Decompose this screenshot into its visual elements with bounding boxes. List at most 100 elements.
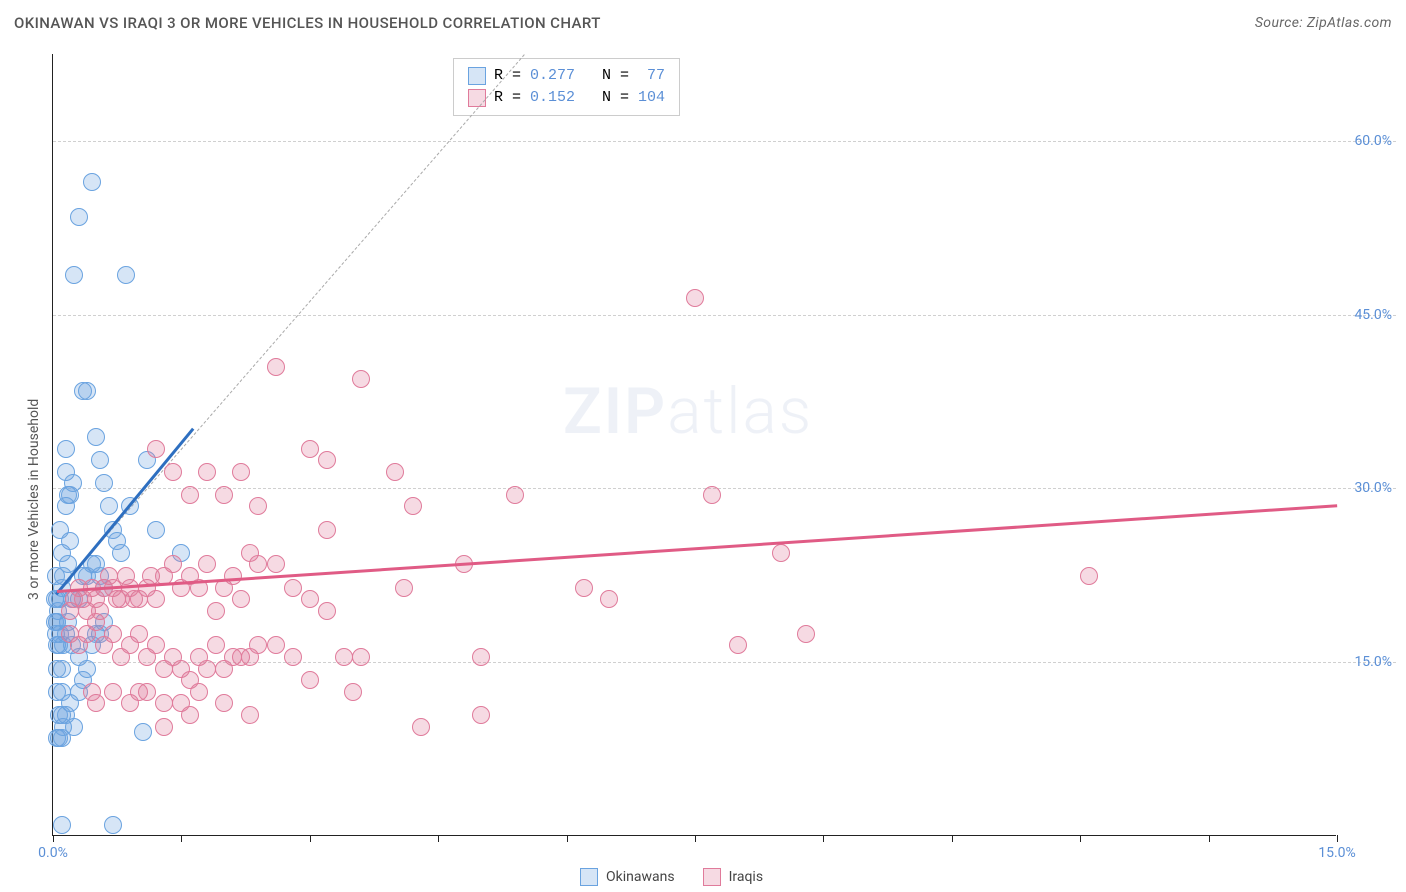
iraqi-point [164, 463, 182, 481]
x-tick [310, 835, 311, 842]
iraqi-point [267, 555, 285, 573]
iraqi-point [224, 567, 242, 585]
iraqi-point [729, 636, 747, 654]
iraqi-point [335, 648, 353, 666]
iraqi-point [267, 358, 285, 376]
iraqi-point [284, 579, 302, 597]
okinawan-point [117, 266, 135, 284]
iraqi-point [198, 555, 216, 573]
stats-row-iraqi: R = 0.152 N = 104 [468, 87, 665, 109]
x-tick [438, 835, 439, 842]
iraqi-point [472, 648, 490, 666]
stats-text: R = 0.152 N = 104 [494, 87, 665, 109]
x-tick [823, 835, 824, 842]
iraqi-point [344, 683, 362, 701]
iraqi-point [147, 590, 165, 608]
x-tick [695, 835, 696, 842]
okinawan-point [112, 544, 130, 562]
iraqi-point [207, 602, 225, 620]
y-tick-label: 45.0% [1354, 307, 1392, 323]
iraqi-point [703, 486, 721, 504]
iraqi-point [181, 486, 199, 504]
iraqi-point [87, 694, 105, 712]
iraqi-point [412, 718, 430, 736]
iraqi-point [198, 463, 216, 481]
iraqi-point [104, 683, 122, 701]
iraqi-point [267, 636, 285, 654]
iraqi-point [215, 486, 233, 504]
iraqi-point [190, 683, 208, 701]
iraqi-point [395, 579, 413, 597]
iraqi-point [130, 683, 148, 701]
legend-item-okinawan: Okinawans [580, 868, 675, 886]
okinawan-point [91, 451, 109, 469]
correlation-stats-box: R = 0.277 N = 77R = 0.152 N = 104 [453, 58, 680, 116]
iraqi-point [215, 694, 233, 712]
iraqi-point [600, 590, 618, 608]
okinawan-swatch-icon [468, 67, 486, 85]
x-tick [952, 835, 953, 842]
gridline [53, 315, 1396, 316]
iraqi-point [575, 579, 593, 597]
iraqi-point [404, 497, 422, 515]
okinawan-point [87, 428, 105, 446]
y-tick-label: 60.0% [1354, 133, 1392, 149]
okinawan-point [57, 440, 75, 458]
iraqi-point [686, 289, 704, 307]
y-axis-label: 3 or more Vehicles in Household [26, 399, 42, 600]
header-row: OKINAWAN VS IRAQI 3 OR MORE VEHICLES IN … [14, 14, 1392, 32]
iraqi-point [147, 636, 165, 654]
watermark: ZIPatlas [563, 374, 813, 449]
okinawan-point [65, 266, 83, 284]
y-tick-label: 30.0% [1354, 480, 1392, 496]
legend-item-iraqi: Iraqis [703, 868, 763, 886]
iraqi-point [249, 636, 267, 654]
iraqi-point [318, 451, 336, 469]
y-tick-label: 15.0% [1354, 654, 1392, 670]
iraqi-point [301, 440, 319, 458]
x-tick-label: 15.0% [1318, 845, 1356, 861]
gridline [53, 488, 1396, 489]
iraqi-point [164, 555, 182, 573]
x-tick [1080, 835, 1081, 842]
iraqi-point [772, 544, 790, 562]
okinawan-point [104, 816, 122, 834]
scatter-plot: ZIPatlas R = 0.277 N = 77R = 0.152 N = 1… [52, 54, 1336, 836]
x-tick [1209, 835, 1210, 842]
okinawan-point [53, 660, 71, 678]
x-tick [53, 835, 54, 842]
iraqi-point [352, 648, 370, 666]
okinawan-point [47, 567, 65, 585]
iraqi-point [472, 706, 490, 724]
okinawan-point [50, 706, 68, 724]
okinawan-point [61, 532, 79, 550]
iraqi-point [232, 463, 250, 481]
x-tick-label: 0.0% [38, 845, 68, 861]
iraqi-point [181, 706, 199, 724]
iraqi-point [155, 718, 173, 736]
iraqi-point [506, 486, 524, 504]
iraqi-swatch-icon [703, 868, 721, 886]
iraqi-point [318, 602, 336, 620]
iraqi-point [352, 370, 370, 388]
iraqi-point [249, 497, 267, 515]
iraqi-point [797, 625, 815, 643]
series-legend: Okinawans Iraqis [580, 868, 763, 886]
okinawan-point [147, 521, 165, 539]
x-tick [567, 835, 568, 842]
okinawan-swatch-icon [580, 868, 598, 886]
iraqi-swatch-icon [468, 89, 486, 107]
iraqi-point [284, 648, 302, 666]
okinawan-point [134, 723, 152, 741]
legend-label: Iraqis [729, 869, 763, 885]
okinawan-point [83, 173, 101, 191]
okinawan-point [53, 816, 71, 834]
x-tick [1337, 835, 1338, 842]
gridline [53, 141, 1396, 142]
legend-label: Okinawans [606, 869, 675, 885]
iraqi-point [301, 590, 319, 608]
iraqi-point [301, 671, 319, 689]
iraqi-point [155, 694, 173, 712]
chart-title: OKINAWAN VS IRAQI 3 OR MORE VEHICLES IN … [14, 14, 601, 32]
okinawan-point [64, 474, 82, 492]
